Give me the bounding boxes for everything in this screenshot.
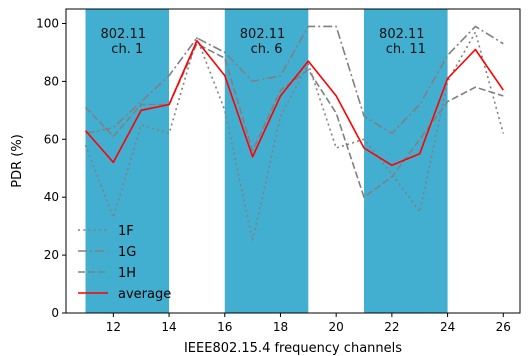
legend-label: 1G <box>118 245 136 260</box>
band-label-line2: ch. 6 <box>251 42 283 57</box>
series-line-1f <box>84 31 505 242</box>
x-axis-label: IEEE802.15.4 frequency channels <box>184 341 402 356</box>
y-axis-label: PDR (%) <box>10 134 25 188</box>
x-tick-label: 14 <box>161 320 176 334</box>
band-label-line2: ch. 11 <box>386 42 426 57</box>
series-lines <box>84 25 505 242</box>
plot-frame <box>65 8 521 314</box>
band-label-line1: 802.11 <box>379 27 425 42</box>
x-tick-label: 12 <box>106 320 121 334</box>
band-label-line1: 802.11 <box>101 27 147 42</box>
series-line-average <box>84 39 504 167</box>
series-line-1h <box>84 42 504 198</box>
band-label-line1: 802.11 <box>240 27 286 42</box>
x-tick-label: 20 <box>329 320 344 334</box>
y-tick-label: 40 <box>44 190 59 204</box>
axis-ticks: 12 14 16 18 20 22 24 26 0 20 40 60 80 100 <box>36 16 511 334</box>
x-tick-label: 16 <box>217 320 232 334</box>
x-tick-label: 26 <box>496 320 511 334</box>
y-tick-label: 100 <box>36 16 59 30</box>
wifi-band-2 <box>224 9 309 313</box>
legend: 1F 1G 1H average <box>78 224 171 302</box>
wifi-channel-bands <box>85 9 448 313</box>
wifi-band-3 <box>364 9 448 313</box>
x-tick-label: 18 <box>273 320 288 334</box>
x-tick-label: 22 <box>384 320 399 334</box>
series-line-1g <box>85 25 504 135</box>
band-label-line2: ch. 1 <box>111 42 143 57</box>
y-tick-label: 60 <box>44 132 59 146</box>
legend-label: 1F <box>118 224 134 239</box>
legend-label: 1H <box>118 266 136 281</box>
y-tick-label: 20 <box>44 248 59 262</box>
y-tick-label: 0 <box>51 306 59 320</box>
y-tick-label: 80 <box>44 74 59 88</box>
legend-label: average <box>118 287 171 302</box>
x-tick-label: 24 <box>440 320 455 334</box>
wifi-band-1 <box>85 9 170 313</box>
